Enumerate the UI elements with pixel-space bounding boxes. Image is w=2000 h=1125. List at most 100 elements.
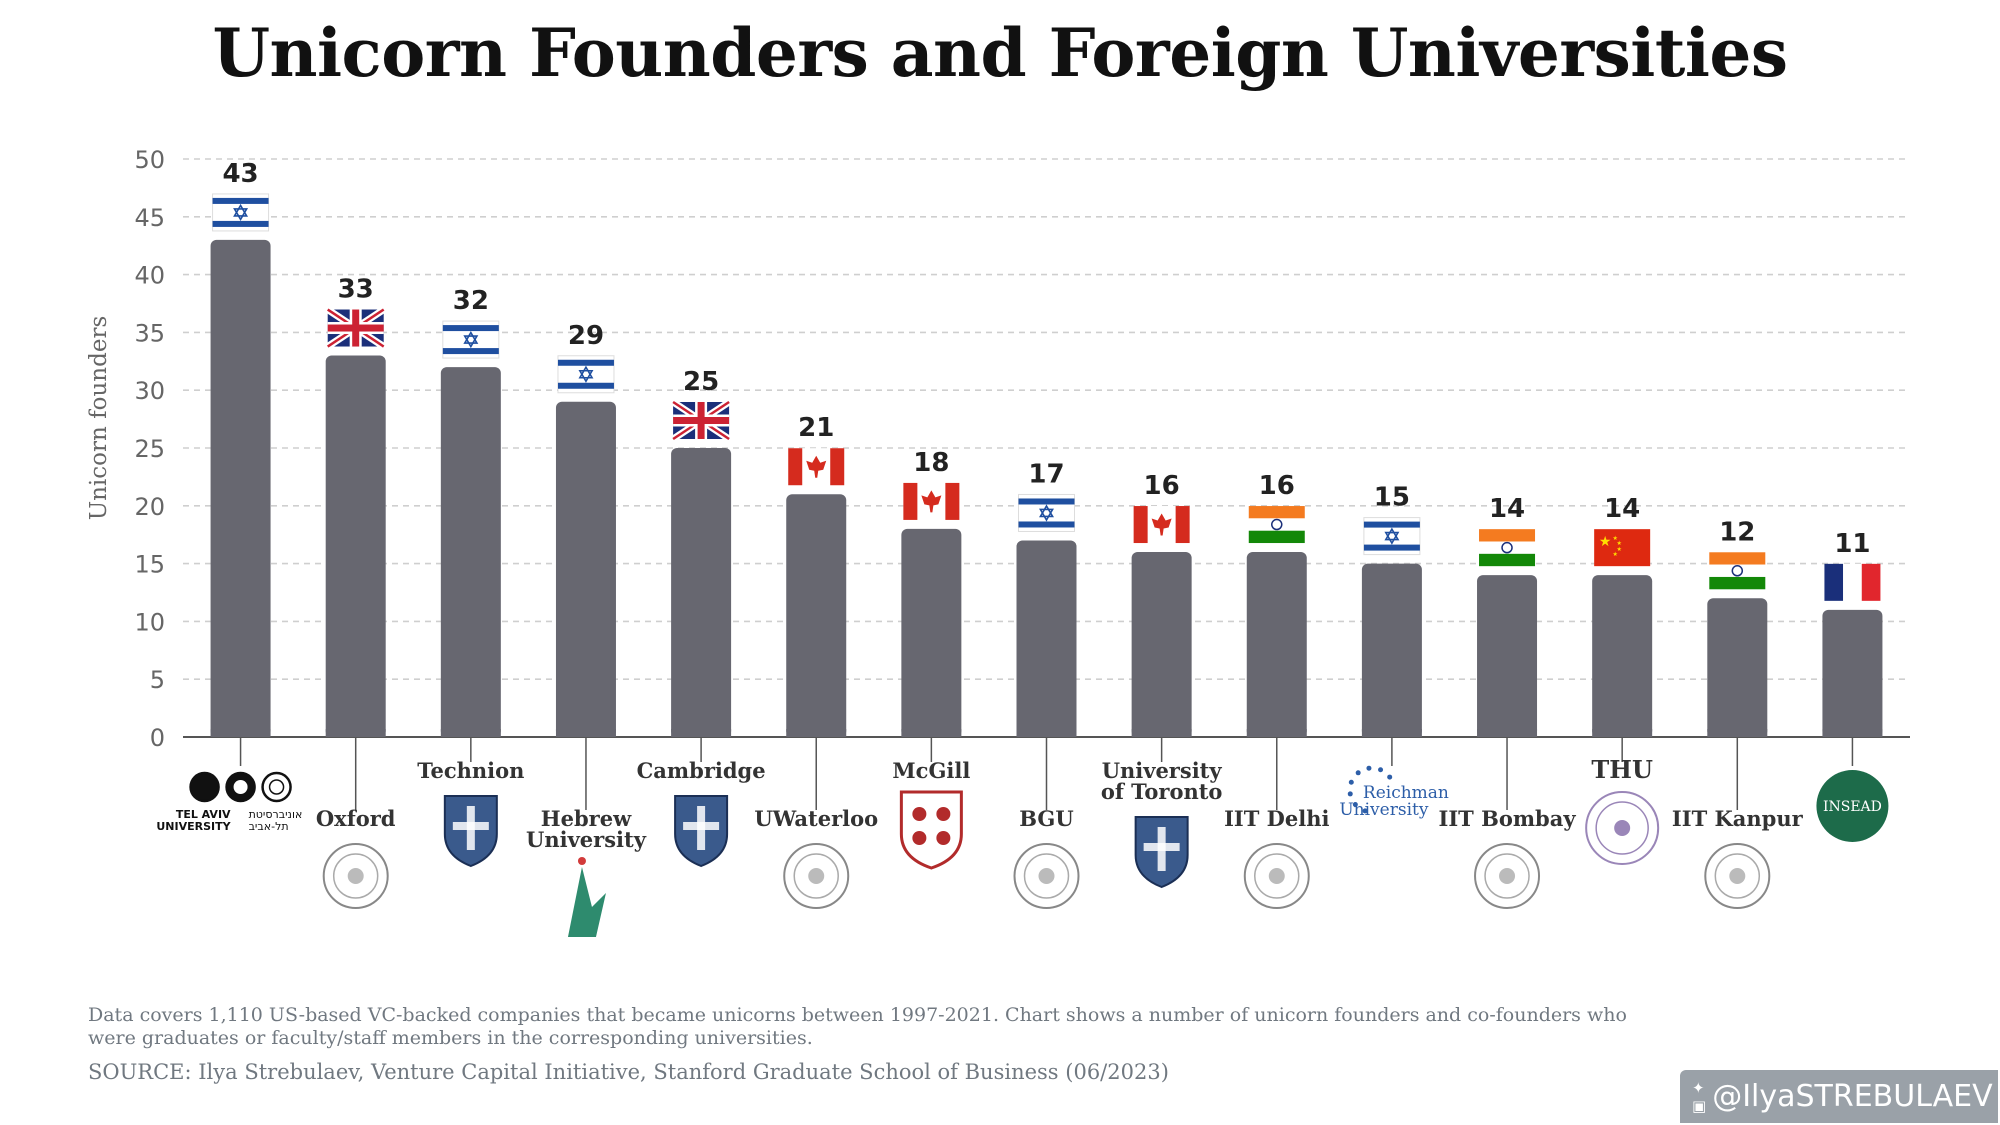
bar <box>210 239 271 738</box>
university-logo <box>899 790 963 870</box>
category-label: Cambridge <box>637 758 766 783</box>
flag-israel <box>1363 517 1421 556</box>
flag-france <box>1824 563 1881 601</box>
university-logo <box>1474 843 1541 909</box>
svg-text:★: ★ <box>1616 546 1621 553</box>
svg-text:★: ★ <box>1616 540 1621 547</box>
flag-canada <box>903 482 960 520</box>
instagram-icon: ▣ <box>1692 1096 1707 1115</box>
bar-group: 32 Technion <box>417 286 524 868</box>
social-icons: ✦ ▣ <box>1692 1079 1706 1115</box>
university-logo <box>1243 843 1310 909</box>
bar-group: 17 BGU <box>1013 459 1080 909</box>
category-label: IIT Delhi <box>1224 806 1329 831</box>
flag-israel <box>442 320 500 359</box>
bar-group: 25 Cambridge <box>637 367 766 868</box>
university-logo <box>567 867 606 937</box>
svg-text:★: ★ <box>1612 551 1617 558</box>
bar-group: 12 IIT Kanpur <box>1672 517 1804 909</box>
value-label: 14 <box>1489 494 1525 524</box>
category-label: Reichman <box>1363 783 1449 803</box>
bar <box>440 367 501 737</box>
social-badge[interactable]: ✦ ▣ @IlyaSTREBULAEV <box>1680 1070 1998 1123</box>
category-label: University <box>526 827 647 852</box>
flag-israel <box>212 193 270 232</box>
bar-chart: 0 5 10 15 20 25 30 35 40 45 50 Unicorn founders 43 או… <box>86 146 1910 937</box>
flag-uk <box>325 306 386 350</box>
category-label: INSEAD <box>1823 799 1882 815</box>
bar <box>325 355 386 737</box>
flag-israel <box>1018 493 1075 532</box>
value-label: 33 <box>338 275 374 305</box>
logo-dot <box>1378 767 1384 773</box>
y-tick-label: 25 <box>134 435 165 463</box>
category-label: TEL AVIV <box>176 808 231 821</box>
logo-dot <box>1348 779 1354 785</box>
value-label: 16 <box>1144 471 1180 501</box>
university-logo <box>783 843 850 909</box>
y-tick-label: 35 <box>134 319 165 347</box>
y-tick-label: 10 <box>134 608 165 636</box>
value-label: 12 <box>1719 517 1755 547</box>
category-label: THU <box>1591 755 1653 784</box>
value-label: 18 <box>913 448 949 478</box>
footnote-description: Data covers 1,110 US-based VC-backed com… <box>88 1004 1627 1049</box>
bar-group: 21 UWaterloo <box>754 413 878 909</box>
category-label: of Toronto <box>1101 779 1223 804</box>
svg-text:★: ★ <box>1612 535 1617 542</box>
logo-dot <box>1352 801 1358 807</box>
flag-china: ★ ★★★★ <box>1594 529 1651 567</box>
value-label: 15 <box>1374 483 1410 513</box>
category-label: IIT Bombay <box>1439 806 1577 831</box>
value-label: 21 <box>798 413 834 443</box>
bar <box>671 448 732 737</box>
bar <box>1016 540 1077 737</box>
category-label: Hebrew <box>541 806 632 831</box>
chart-title: Unicorn Founders and Foreign Universitie… <box>212 14 1788 92</box>
logo-ring <box>189 771 220 803</box>
bar-group: 14 IIT Bombay <box>1439 494 1577 909</box>
logo-text-hebrew: אוניברסיטת <box>249 808 303 821</box>
y-tick-label: 45 <box>134 204 165 232</box>
bar <box>1822 609 1883 737</box>
flag-canada <box>788 448 845 486</box>
flag-uk <box>671 399 732 442</box>
category-label: UNIVERSITY <box>156 820 231 833</box>
bar <box>1707 598 1768 737</box>
university-logo <box>1585 791 1660 865</box>
bar <box>1246 552 1307 737</box>
university-logo <box>1704 843 1771 909</box>
svg-text:★: ★ <box>1599 534 1612 550</box>
university-logo <box>1816 770 1889 842</box>
value-label: 29 <box>568 321 604 351</box>
value-label: 11 <box>1834 529 1870 559</box>
y-tick-label: 50 <box>134 146 165 174</box>
category-label: IIT Kanpur <box>1672 806 1804 831</box>
bar-group: 18 McGill <box>892 448 970 870</box>
bar <box>1592 575 1653 737</box>
category-label: UWaterloo <box>754 806 878 831</box>
bar <box>555 401 616 737</box>
footnote-source: SOURCE: Ilya Strebulaev, Venture Capital… <box>88 1060 1169 1084</box>
social-handle: @IlyaSTREBULAEV <box>1712 1079 1993 1114</box>
logo-text-hebrew: תל-אביב <box>249 820 289 833</box>
flag-israel <box>557 355 615 394</box>
bar-group: 33 Oxford <box>316 275 396 909</box>
bar <box>1477 575 1538 737</box>
logo-dot <box>1387 774 1393 780</box>
university-logo <box>1013 843 1080 909</box>
university-logo <box>322 843 389 909</box>
y-tick-label: 40 <box>134 262 165 290</box>
logo-dot <box>1347 791 1353 797</box>
category-label: University <box>1339 800 1428 820</box>
value-label: 43 <box>222 159 258 189</box>
bar <box>786 494 847 737</box>
y-tick-label: 20 <box>134 493 165 521</box>
bar <box>1361 563 1422 737</box>
logo-dot <box>1362 808 1368 814</box>
flag-india <box>1248 506 1305 544</box>
